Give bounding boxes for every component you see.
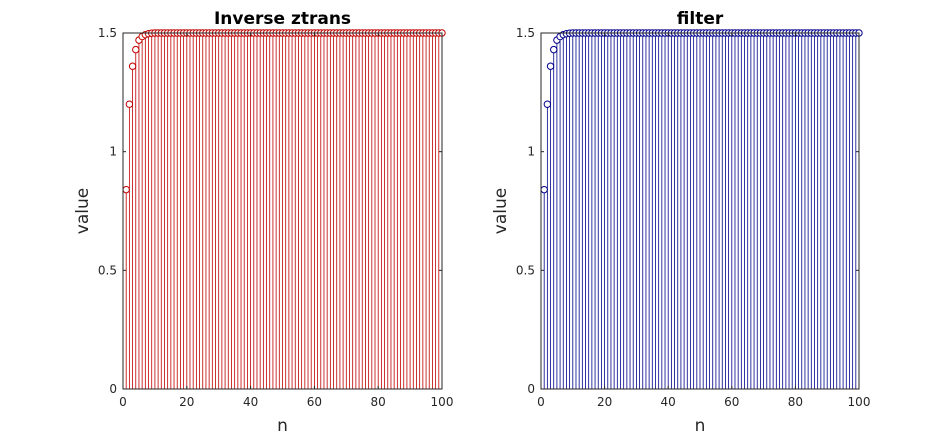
- x-tick-label: 60: [307, 395, 322, 409]
- stems: [125, 33, 443, 389]
- y-tick-label: 0.5: [98, 263, 117, 277]
- x-tick-label: 80: [371, 395, 386, 409]
- x-tick-label: 40: [661, 395, 676, 409]
- stem-marker: [125, 100, 134, 108]
- axes-box: [122, 32, 443, 390]
- x-tick-label: 20: [597, 395, 612, 409]
- x-tick-label: 100: [431, 395, 454, 409]
- chart-title: Inverse ztrans: [214, 9, 351, 29]
- x-ticks: 0 20 40 60 80 100: [537, 33, 870, 409]
- y-ticks: 0 0.5 1 1.5: [98, 26, 442, 396]
- x-tick-label: 60: [724, 395, 739, 409]
- stem-marker: [132, 45, 140, 54]
- stem-marker: [540, 185, 548, 194]
- x-tick-label: 100: [848, 395, 871, 409]
- y-tick-label: 1.5: [98, 26, 117, 40]
- x-ticks: 0 20 40 60 80 100: [119, 33, 453, 409]
- stem-marker: [122, 185, 130, 194]
- y-ticks: 0 0.5 1 1.5: [516, 26, 859, 396]
- x-axis-label: n: [277, 416, 288, 436]
- stems: [543, 33, 860, 389]
- y-tick-label: 1: [527, 145, 535, 159]
- x-tick-label: 40: [243, 395, 258, 409]
- stem-marker: [546, 62, 555, 70]
- y-tick-label: 1.5: [516, 26, 535, 40]
- y-tick-label: 0: [527, 382, 535, 396]
- x-tick-label: 0: [119, 395, 127, 409]
- y-tick-label: 0: [109, 382, 117, 396]
- plot-inverse-ztrans: 0 20 40 60 80 100 0 0.5 1 1.5 Inverse ztrans n v…: [73, 9, 453, 436]
- stem-marker: [128, 62, 137, 70]
- axes-box: [540, 32, 860, 390]
- x-axis-label: n: [695, 416, 706, 436]
- stem-marker: [550, 45, 558, 54]
- y-tick-label: 0.5: [516, 263, 535, 277]
- x-tick-label: 0: [537, 395, 545, 409]
- x-tick-label: 20: [179, 395, 194, 409]
- x-tick-label: 80: [788, 395, 803, 409]
- chart-title: filter: [677, 9, 724, 29]
- stem-marker: [543, 100, 552, 108]
- y-axis-label: value: [73, 188, 93, 234]
- y-axis-label: value: [491, 188, 511, 234]
- plot-filter: 0 20 40 60 80 100 0 0.5 1 1.5 filter n value: [491, 9, 870, 436]
- y-tick-label: 1: [109, 145, 117, 159]
